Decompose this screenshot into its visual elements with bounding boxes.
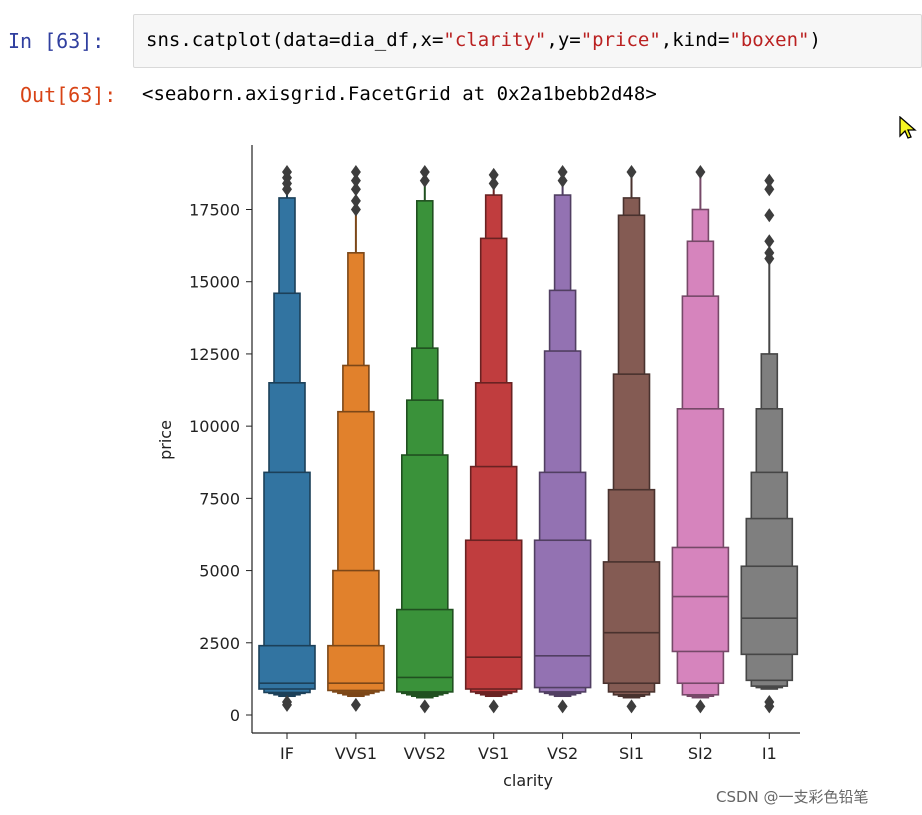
outlier-point bbox=[350, 193, 361, 208]
outlier-point bbox=[557, 164, 568, 179]
code-line: sns.catplot(data=dia_df,x="clarity",y="p… bbox=[146, 29, 821, 51]
outlier-point bbox=[419, 699, 430, 714]
code-x-arg: "clarity" bbox=[443, 29, 547, 51]
y-tick-label: 12500 bbox=[189, 345, 240, 364]
y-tick-label: 7500 bbox=[199, 489, 240, 508]
outlier-point bbox=[488, 176, 499, 191]
output-prompt: Out[63]: bbox=[20, 83, 117, 107]
boxen-box bbox=[258, 644, 316, 690]
outlier-point bbox=[488, 167, 499, 182]
outlier-point bbox=[350, 173, 361, 188]
outlier-point bbox=[764, 695, 775, 710]
outlier-point bbox=[488, 699, 499, 714]
y-tick-label: 10000 bbox=[189, 417, 240, 436]
outlier-point bbox=[764, 208, 775, 223]
y-tick-label: 5000 bbox=[199, 562, 240, 581]
outlier-point bbox=[557, 173, 568, 188]
x-tick-label: SI1 bbox=[619, 744, 644, 763]
outlier-point bbox=[419, 164, 430, 179]
outlier-point bbox=[626, 699, 637, 714]
outlier-point bbox=[764, 173, 775, 188]
code-y-arg: "price" bbox=[580, 29, 661, 51]
y-tick-label: 0 bbox=[230, 706, 240, 725]
outlier-point bbox=[350, 202, 361, 217]
input-prompt: In [63]: bbox=[8, 29, 105, 53]
x-tick-label: VVS2 bbox=[404, 744, 446, 763]
y-tick-label: 15000 bbox=[189, 273, 240, 292]
boxen-box bbox=[602, 561, 661, 685]
outlier-point bbox=[350, 182, 361, 197]
x-tick-label: I1 bbox=[762, 744, 777, 763]
code-editor[interactable]: sns.catplot(data=dia_df,x="clarity",y="p… bbox=[133, 14, 922, 68]
outlier-point bbox=[764, 182, 775, 197]
outlier-point bbox=[282, 164, 292, 179]
outlier-point bbox=[764, 245, 775, 260]
output-text: <seaborn.axisgrid.FacetGrid at 0x2a1bebb… bbox=[142, 83, 657, 105]
outlier-point bbox=[764, 234, 775, 249]
code-sep-1: ,y= bbox=[546, 29, 581, 51]
code-kind-arg: "boxen" bbox=[729, 29, 810, 51]
boxen-box bbox=[464, 539, 523, 690]
code-sep-2: ,kind= bbox=[660, 29, 730, 51]
x-tick-label: SI2 bbox=[688, 744, 713, 763]
boxen-box bbox=[533, 539, 592, 689]
outlier-point bbox=[350, 164, 361, 179]
x-tick-label: VVS1 bbox=[335, 744, 377, 763]
outlier-point bbox=[350, 697, 361, 712]
mouse-pointer-icon bbox=[899, 116, 917, 139]
x-tick-label: VS2 bbox=[547, 744, 578, 763]
outlier-point bbox=[695, 699, 706, 714]
outlier-point bbox=[282, 695, 292, 710]
x-tick-label: VS1 bbox=[478, 744, 509, 763]
outlier-point bbox=[626, 164, 637, 179]
boxen-box bbox=[395, 608, 454, 693]
code-suffix: ) bbox=[809, 29, 821, 51]
outlier-point bbox=[557, 699, 568, 714]
x-tick-label: IF bbox=[280, 744, 294, 763]
y-tick-label: 2500 bbox=[199, 634, 240, 653]
watermark: CSDN @一支彩色铅笔 bbox=[716, 788, 869, 806]
y-axis-label: price bbox=[156, 420, 175, 460]
y-tick-label: 17500 bbox=[189, 201, 240, 220]
outlier-point bbox=[419, 173, 430, 188]
outlier-point bbox=[695, 164, 706, 179]
input-cell[interactable]: In [63]: sns.catplot(data=dia_df,x="clar… bbox=[0, 14, 922, 70]
boxen-box bbox=[740, 565, 799, 656]
code-prefix: sns.catplot(data=dia_df,x= bbox=[146, 29, 444, 51]
x-axis-label: clarity bbox=[503, 771, 553, 790]
boxen-box bbox=[671, 546, 730, 653]
